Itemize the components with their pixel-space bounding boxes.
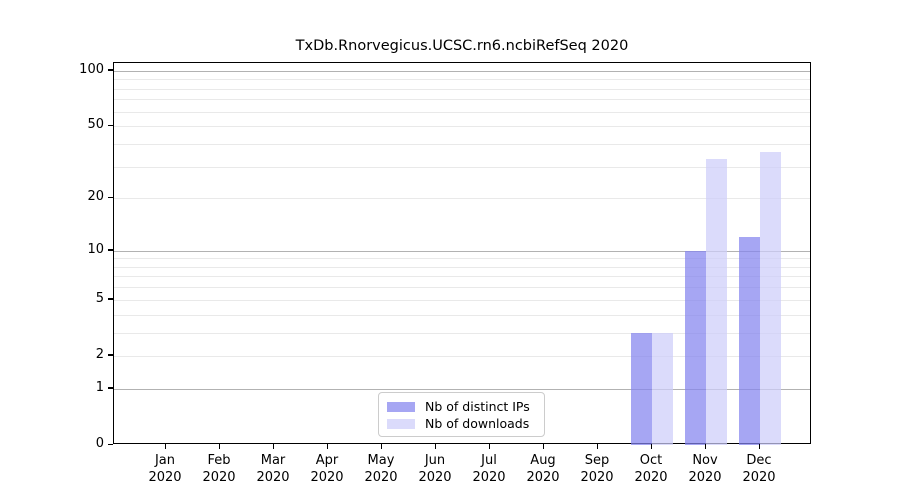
x-axis-tick-label: Oct 2020 (634, 453, 668, 485)
y-axis-tick-label: 2 (95, 346, 104, 362)
y-axis-tick (108, 124, 113, 127)
x-axis-tick (434, 444, 436, 449)
x-axis-tick-label: May 2020 (364, 453, 398, 485)
y-axis-tick-label: 50 (87, 117, 104, 133)
x-axis-tick (488, 444, 490, 449)
y-axis-tick-label: 10 (87, 241, 104, 257)
y-axis-tick (108, 196, 113, 199)
bar-dec-distinct-ips (739, 237, 760, 445)
y-axis-tick-label: 5 (95, 290, 104, 306)
x-axis-tick-label: Jan 2020 (148, 453, 182, 485)
gridline-minor (114, 258, 810, 260)
x-axis-tick (650, 444, 652, 449)
legend: Nb of distinct IPs Nb of downloads (378, 392, 545, 437)
x-axis-tick (596, 444, 598, 449)
legend-item-distinct-ips: Nb of distinct IPs (387, 399, 536, 415)
y-axis-tick (108, 387, 113, 389)
y-axis-tick-label: 0 (95, 436, 104, 451)
gridline-minor (114, 99, 810, 101)
gridline-minor (114, 332, 810, 334)
x-axis-tick (542, 444, 544, 449)
gridline-minor (114, 276, 810, 278)
gridline-minor (114, 287, 810, 289)
x-axis-tick-label: Jun 2020 (418, 453, 452, 485)
x-axis-tick-label: Sep 2020 (580, 453, 614, 485)
gridline-minor (114, 111, 810, 113)
x-axis-tick-label: Aug 2020 (526, 453, 560, 485)
x-axis-tick-label: Mar 2020 (256, 453, 290, 485)
gridline-major (114, 388, 810, 390)
gridline-minor (114, 355, 810, 357)
legend-label-downloads: Nb of downloads (425, 416, 530, 431)
legend-item-downloads: Nb of downloads (387, 416, 536, 432)
x-axis-tick-label: Feb 2020 (202, 453, 236, 485)
y-axis-tick (108, 298, 113, 300)
gridline-minor (114, 126, 810, 128)
y-axis-tick-label: 100 (79, 61, 104, 77)
x-axis-tick (218, 444, 220, 449)
x-axis-tick-label: Nov 2020 (688, 453, 722, 485)
legend-swatch-distinct-ips (387, 402, 415, 412)
y-axis-tick (108, 354, 113, 356)
gridline-minor (114, 79, 810, 81)
chart-title: TxDb.Rnorvegicus.UCSC.rn6.ncbiRefSeq 202… (295, 38, 629, 54)
bar-oct-distinct-ips (631, 332, 652, 445)
plot-area (113, 62, 811, 445)
x-axis-tick (326, 444, 328, 449)
gridline-minor (114, 314, 810, 316)
bar-nov-downloads (706, 159, 727, 445)
x-axis-tick-label: Dec 2020 (742, 453, 776, 485)
gridline-minor (114, 266, 810, 268)
x-axis-tick (704, 444, 706, 449)
y-axis-tick-label: 1 (95, 379, 104, 395)
x-axis-tick-label: Jul 2020 (472, 453, 506, 485)
x-axis-tick (272, 444, 274, 449)
y-axis-tick (108, 69, 113, 71)
x-axis-tick (758, 444, 760, 449)
gridline-minor (114, 198, 810, 200)
x-axis-tick (380, 444, 382, 449)
gridline-minor (114, 299, 810, 301)
y-axis-tick (108, 249, 113, 251)
gridline-major (114, 250, 810, 252)
y-axis-tick-label: 20 (87, 189, 104, 205)
bar-dec-downloads (760, 152, 781, 445)
bar-oct-downloads (652, 332, 673, 445)
legend-swatch-downloads (387, 419, 415, 429)
gridline-minor (114, 166, 810, 168)
gridline-minor (114, 143, 810, 145)
x-axis-tick-label: Apr 2020 (310, 453, 344, 485)
legend-label-distinct-ips: Nb of distinct IPs (425, 399, 530, 414)
x-axis-tick (164, 444, 166, 449)
gridline-minor (114, 88, 810, 90)
bar-nov-distinct-ips (685, 250, 706, 445)
y-axis-tick (108, 443, 113, 445)
gridline-major (114, 70, 810, 72)
